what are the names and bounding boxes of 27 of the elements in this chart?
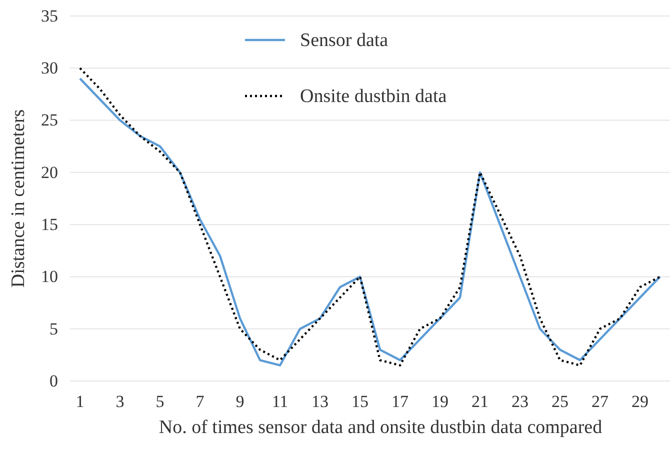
y-tick-label: 10 bbox=[41, 267, 58, 286]
x-tick-label: 9 bbox=[236, 392, 244, 412]
x-tick-label: 1 bbox=[76, 392, 84, 412]
y-axis-title: Distance in centimeters bbox=[8, 109, 29, 288]
y-tick-label: 20 bbox=[41, 162, 58, 182]
x-tick-label: 23 bbox=[512, 392, 528, 412]
x-tick-label: 7 bbox=[196, 392, 205, 412]
x-tick-label: 29 bbox=[632, 392, 648, 412]
x-tick-label: 17 bbox=[392, 392, 409, 412]
x-tick-label: 25 bbox=[552, 392, 568, 412]
x-tick-label: 27 bbox=[592, 392, 609, 412]
x-tick-label: 11 bbox=[272, 392, 288, 412]
y-tick-label: 15 bbox=[41, 215, 58, 234]
legend-label: Onsite dustbin data bbox=[300, 86, 448, 107]
x-tick-label: 21 bbox=[472, 392, 488, 412]
legend-label: Sensor data bbox=[300, 30, 389, 51]
y-tick-label: 0 bbox=[50, 371, 58, 390]
x-tick-label: 15 bbox=[352, 392, 368, 412]
x-tick-label: 13 bbox=[312, 392, 328, 412]
y-tick-label: 5 bbox=[50, 319, 58, 338]
x-tick-label: 19 bbox=[432, 392, 448, 412]
y-tick-label: 35 bbox=[41, 6, 58, 26]
y-tick-label: 25 bbox=[41, 110, 58, 130]
x-tick-label: 5 bbox=[156, 392, 164, 412]
y-tick-label: 30 bbox=[41, 58, 58, 78]
x-axis-title: No. of times sensor data and onsite dustbin data compared bbox=[158, 417, 603, 438]
x-tick-label: 3 bbox=[116, 392, 124, 412]
